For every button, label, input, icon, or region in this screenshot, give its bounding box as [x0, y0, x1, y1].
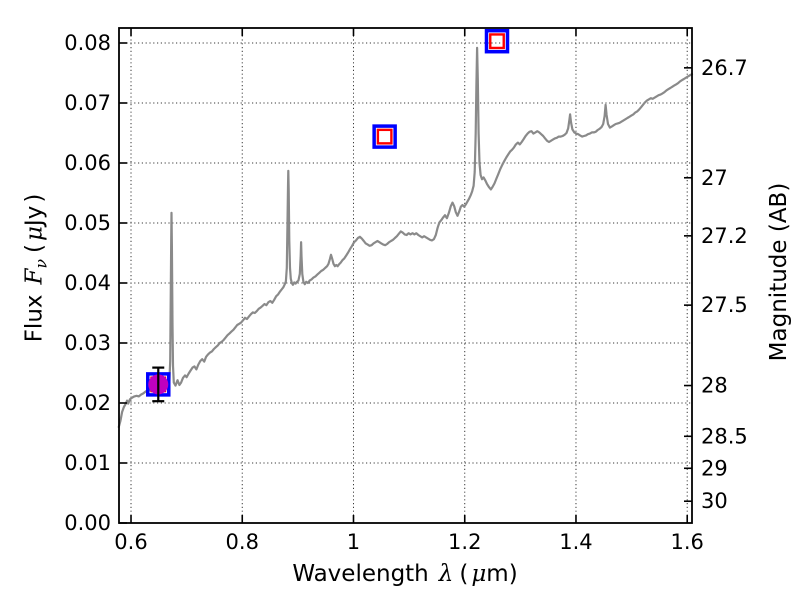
- magnitude-tick-label: 28: [701, 374, 728, 398]
- red-square-marker: [376, 128, 393, 145]
- mu-symbol: μ: [21, 226, 48, 242]
- magnitude-tick-label: 29: [701, 456, 728, 480]
- y-axis-label: FluxFν(μJy): [21, 193, 51, 343]
- y-tick-label: 0.05: [64, 211, 111, 235]
- magnitude-tick-label: 27.2: [701, 224, 748, 248]
- y-tick-label: 0.06: [64, 151, 111, 175]
- x-tick-label: 1.4: [559, 530, 592, 554]
- blue-square-marker: [372, 124, 397, 149]
- magnitude-tick-label: 26.7: [701, 56, 748, 80]
- y-tick-label: 0.03: [64, 331, 111, 355]
- y2-axis-label: Magnitude (AB): [766, 182, 792, 362]
- red-square-marker: [489, 33, 505, 50]
- y-tick-label: 0.07: [64, 91, 111, 115]
- magnitude-tick-label: 27: [701, 166, 728, 190]
- flux-symbol: F: [21, 268, 48, 285]
- y-tick-label: 0.01: [64, 451, 111, 475]
- x-tick-label: 0.6: [114, 530, 147, 554]
- magnitude-tick-label: 30: [701, 489, 728, 513]
- magnitude-tick-label: 27.5: [701, 293, 748, 317]
- y-tick-label: 0.08: [64, 31, 111, 55]
- x-axis-label-word: Wavelength: [292, 561, 429, 587]
- magnitude-tick-label: 28.5: [701, 424, 748, 448]
- plot-border: [118, 27, 693, 524]
- y-tick-label: 0.02: [64, 391, 111, 415]
- nu-subscript: ν: [31, 259, 51, 269]
- x-tick-label: 1.2: [448, 530, 481, 554]
- blue-square-marker: [484, 28, 510, 54]
- lambda-symbol: λ: [438, 561, 454, 587]
- x-axis-label: Wavelength λ(μm): [292, 561, 518, 587]
- x-tick-label: 1.6: [671, 530, 704, 554]
- y-axis-label-word: Flux: [21, 294, 48, 343]
- y-tick-label: 0.04: [64, 271, 111, 295]
- mu-symbol: μ: [471, 561, 487, 587]
- x-tick-label: 1: [347, 530, 360, 554]
- spectrum-line: [117, 46, 694, 429]
- x-tick-label: 0.8: [226, 530, 259, 554]
- y-tick-label: 0.00: [64, 511, 111, 535]
